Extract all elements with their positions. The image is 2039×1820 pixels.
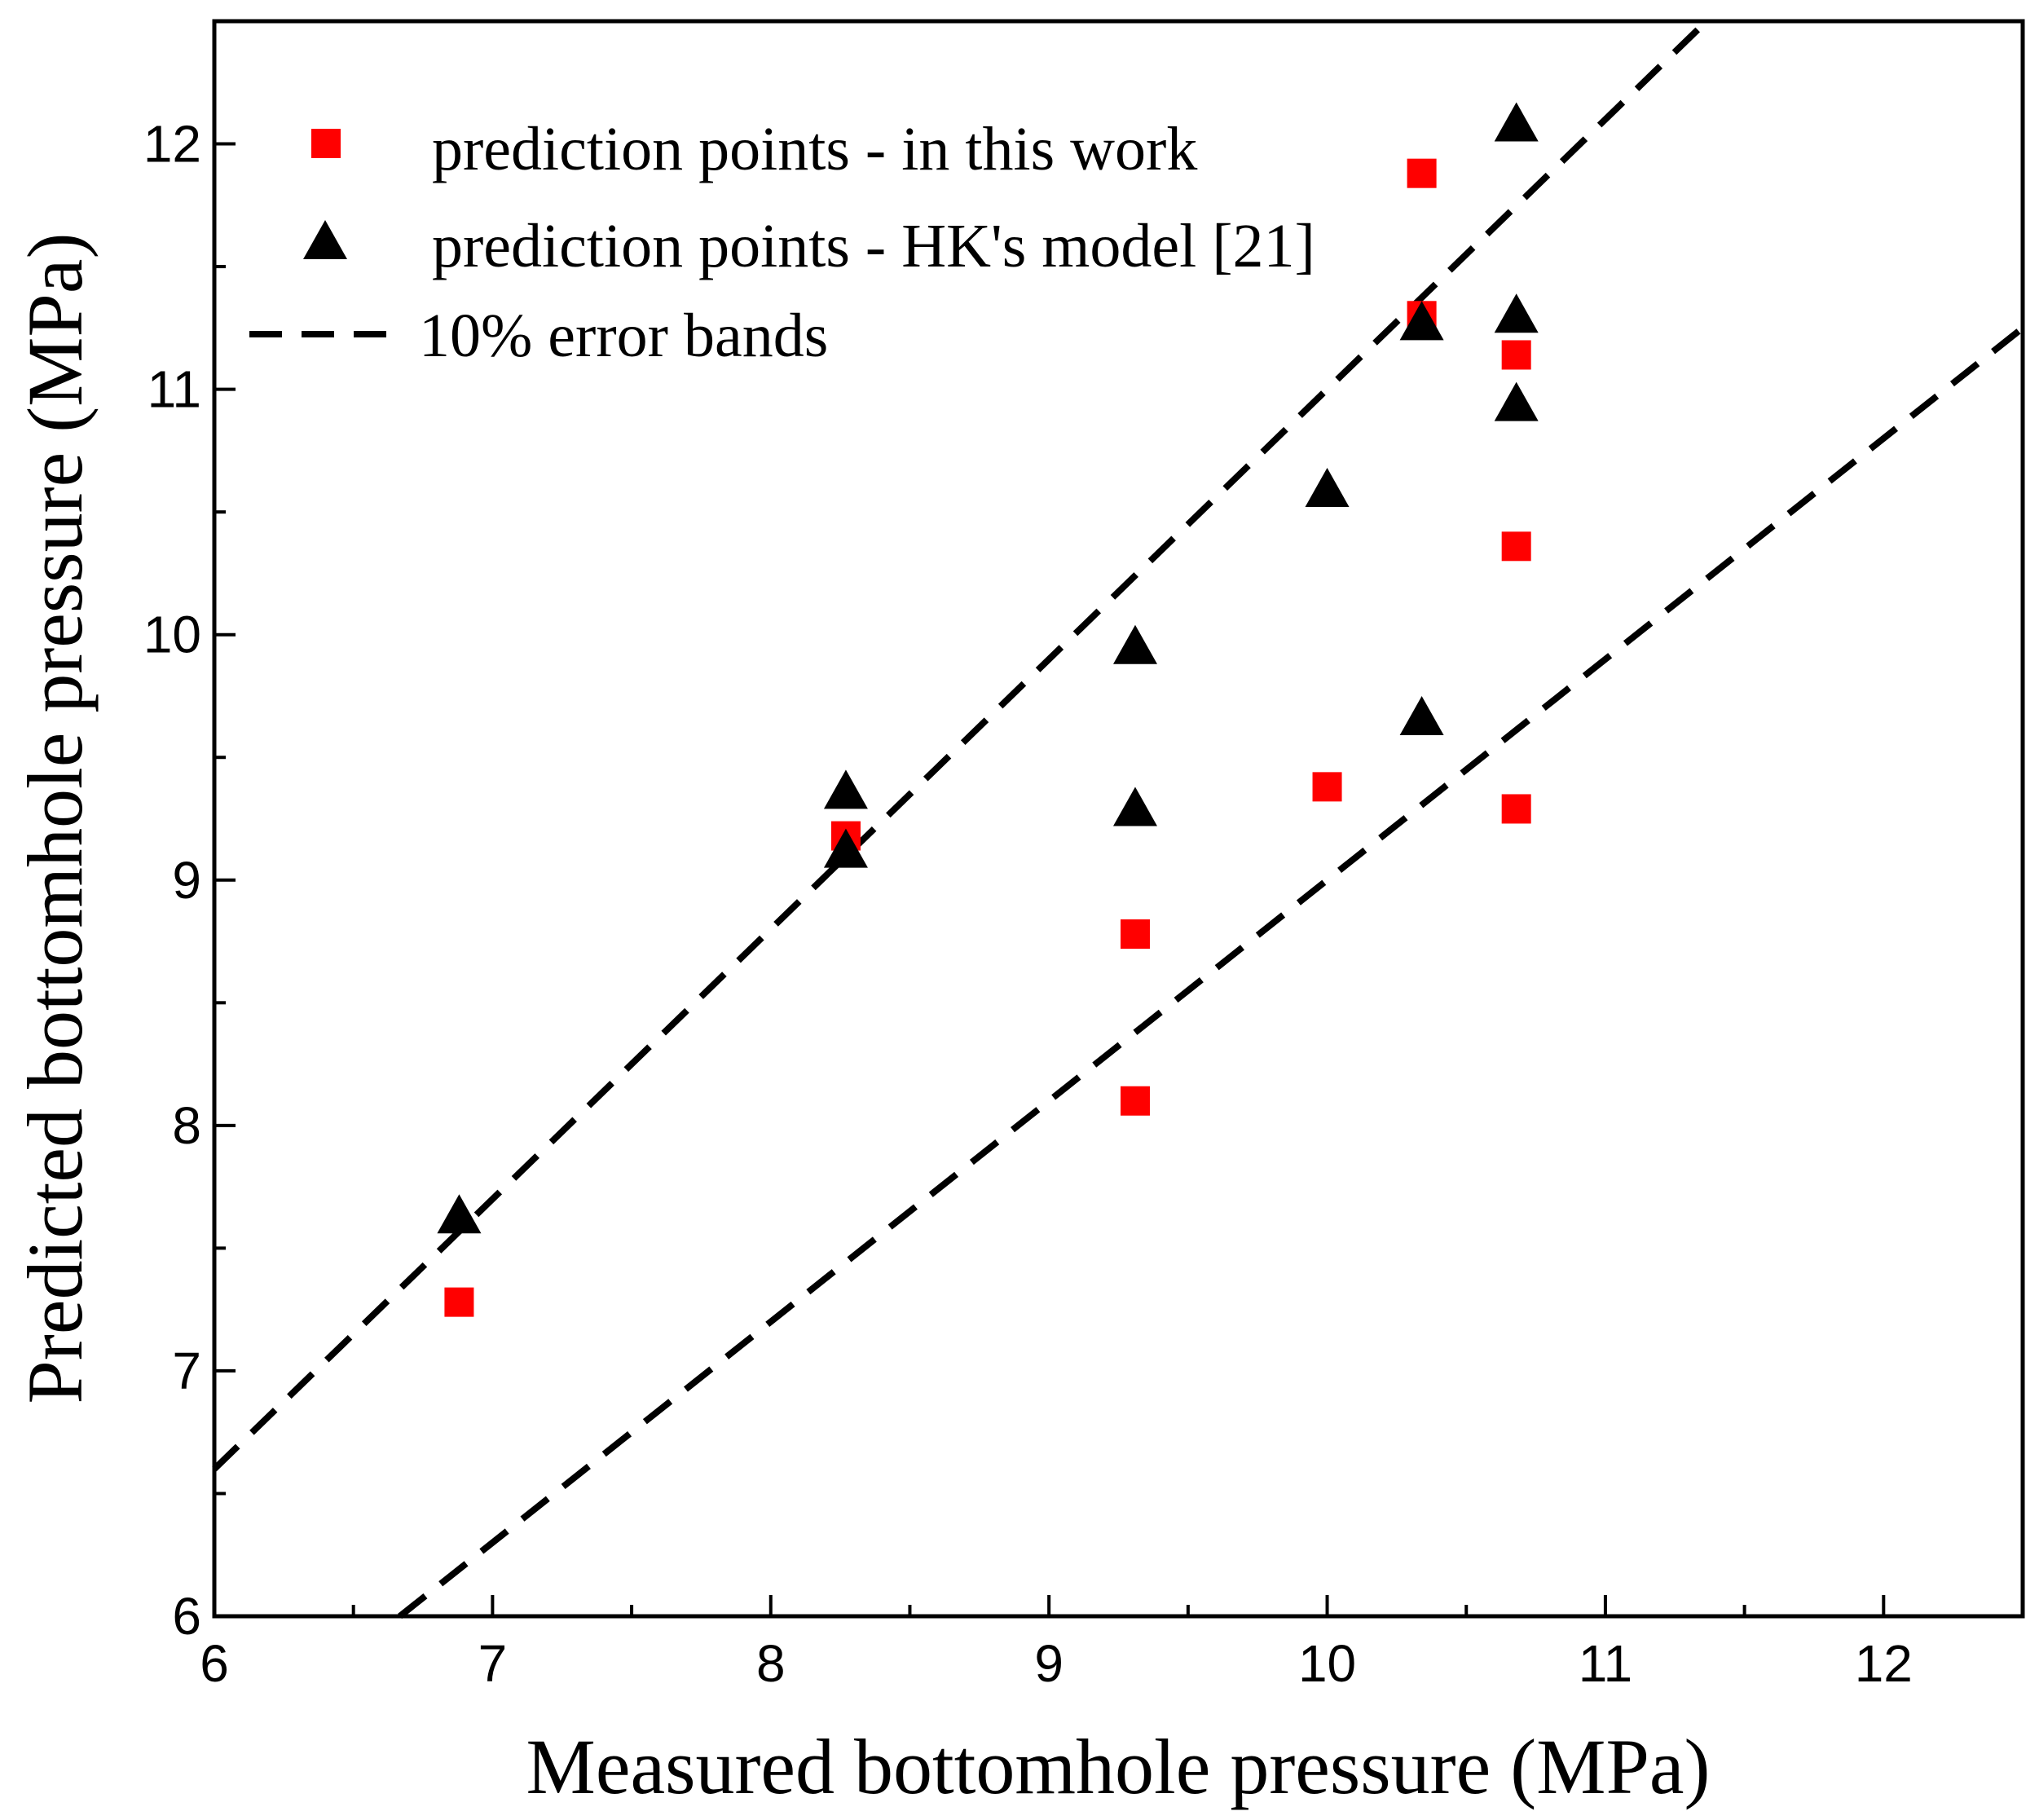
point-square-this-work xyxy=(1120,1086,1150,1116)
point-square-this-work xyxy=(1501,794,1531,824)
data-points xyxy=(437,102,1539,1317)
error-band-line xyxy=(212,19,1709,1472)
plot-frame xyxy=(212,19,2025,1619)
y-tick-label: 6 xyxy=(172,1587,201,1646)
y-tick-label: 8 xyxy=(172,1096,201,1155)
x-tick-label: 6 xyxy=(200,1634,229,1693)
point-triangle-hk-model xyxy=(1399,301,1444,341)
legend-label-error-bands: 10% error bands xyxy=(419,302,828,370)
point-triangle-hk-model xyxy=(1494,102,1539,142)
x-tick-label: 12 xyxy=(1855,1634,1913,1693)
point-square-this-work xyxy=(444,1287,474,1317)
legend: prediction points - in this work predict… xyxy=(249,115,1315,370)
y-tick-label: 7 xyxy=(172,1342,201,1400)
point-triangle-hk-model xyxy=(1494,381,1539,421)
error-band-line xyxy=(398,325,2025,1619)
point-triangle-hk-model xyxy=(437,1194,482,1234)
point-square-this-work xyxy=(1501,340,1531,370)
x-tick-label: 8 xyxy=(756,1634,786,1693)
point-square-this-work xyxy=(1312,772,1342,802)
point-square-this-work xyxy=(1501,531,1531,562)
point-triangle-hk-model xyxy=(1112,787,1157,826)
x-axis-title: Measured bottomhole pressure (MPa) xyxy=(526,1723,1711,1810)
point-triangle-hk-model xyxy=(1305,468,1350,508)
x-tick-label: 7 xyxy=(478,1634,508,1693)
legend-marker-square xyxy=(311,129,341,158)
y-tick-label: 9 xyxy=(172,851,201,910)
y-tick-label: 11 xyxy=(148,360,201,419)
point-triangle-hk-model xyxy=(823,769,868,809)
y-axis-title: Predicted bottomhole pressure (MPa) xyxy=(11,233,99,1404)
point-triangle-hk-model xyxy=(1494,293,1539,333)
legend-label-this-work: prediction points - in this work xyxy=(432,115,1197,183)
x-tick-label: 9 xyxy=(1034,1634,1064,1693)
point-triangle-hk-model xyxy=(1399,696,1444,736)
x-tick-label: 11 xyxy=(1579,1634,1632,1693)
point-square-this-work xyxy=(1120,919,1150,950)
y-tick-label: 12 xyxy=(143,115,201,174)
error-bands xyxy=(212,19,2025,1619)
x-tick-label: 10 xyxy=(1298,1634,1356,1693)
point-square-this-work xyxy=(1407,158,1437,188)
axis-ticks: 6 7 8 9 10 11 12 6 7 8 9 10 11 12 xyxy=(143,20,2024,1693)
point-triangle-hk-model xyxy=(823,828,868,868)
y-tick-label: 10 xyxy=(143,606,201,664)
point-triangle-hk-model xyxy=(1112,624,1157,664)
legend-label-hk-model: prediction points - HK's model [21] xyxy=(432,212,1315,280)
legend-marker-triangle xyxy=(303,220,347,259)
